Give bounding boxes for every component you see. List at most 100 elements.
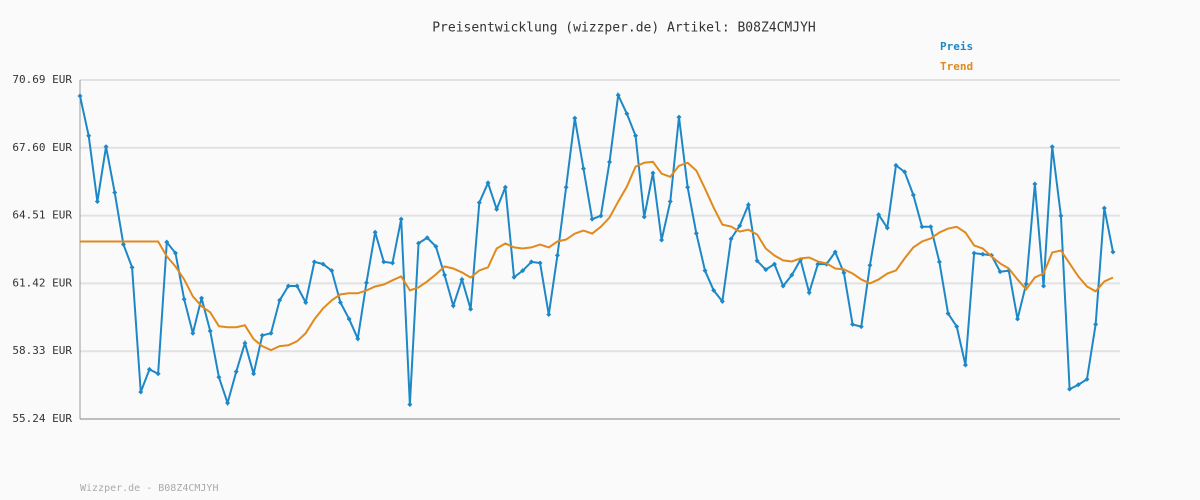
point-marker [181, 296, 187, 302]
point-marker [850, 321, 856, 327]
point-marker [320, 261, 326, 267]
point-marker [511, 274, 517, 280]
y-tick-label: 70.69 EUR [12, 73, 72, 86]
series-line [79, 91, 1114, 407]
point-marker [719, 298, 725, 304]
point-marker [277, 297, 283, 303]
point-marker [337, 299, 343, 305]
point-marker [285, 283, 291, 289]
point-marker [867, 262, 873, 268]
point-marker [893, 162, 899, 168]
point-marker [459, 276, 465, 282]
point-marker [233, 369, 239, 375]
point-marker [945, 310, 951, 316]
point-marker [172, 250, 178, 256]
point-marker [815, 261, 821, 267]
point-marker [407, 402, 413, 408]
point-marker [737, 223, 743, 229]
point-marker [910, 192, 916, 198]
point-marker [346, 316, 352, 322]
point-marker [902, 169, 908, 175]
point-marker [841, 270, 847, 276]
point-marker [381, 259, 387, 265]
point-marker [598, 213, 604, 219]
legend-label: Trend [940, 60, 973, 73]
series-line [80, 160, 1114, 352]
point-marker [554, 252, 560, 258]
point-marker [468, 306, 474, 312]
point-marker [997, 269, 1003, 275]
point-marker [962, 362, 968, 368]
point-marker [450, 303, 456, 309]
point-marker [164, 239, 170, 245]
point-marker [155, 371, 161, 377]
y-tick-label: 64.51 EUR [12, 209, 72, 222]
point-marker [355, 336, 361, 342]
point-marker [1023, 281, 1029, 287]
point-marker [251, 371, 257, 377]
point-marker [103, 144, 109, 150]
point-marker [789, 272, 795, 278]
point-marker [1075, 382, 1081, 388]
point-marker [199, 295, 205, 301]
point-marker [650, 170, 656, 176]
point-marker [1110, 249, 1116, 255]
point-marker [971, 250, 977, 256]
point-marker [528, 259, 534, 265]
point-marker [763, 267, 769, 273]
point-marker [416, 240, 422, 246]
point-marker [537, 260, 543, 266]
point-marker [563, 184, 569, 190]
point-marker [476, 200, 482, 206]
point-marker [138, 389, 144, 395]
point-marker [94, 199, 100, 205]
point-marker [676, 114, 682, 120]
point-marker [1041, 283, 1047, 289]
y-tick-label: 55.24 EUR [12, 412, 72, 425]
point-marker [1084, 376, 1090, 382]
point-marker [702, 268, 708, 274]
point-marker [780, 283, 786, 289]
point-marker [146, 366, 152, 372]
point-marker [1058, 213, 1064, 219]
point-marker [693, 230, 699, 236]
point-marker [607, 159, 613, 165]
point-marker [390, 260, 396, 266]
point-marker [259, 332, 265, 338]
point-marker [190, 330, 196, 336]
point-marker [641, 214, 647, 220]
point-marker [433, 244, 439, 250]
point-marker [936, 259, 942, 265]
point-marker [112, 190, 118, 196]
point-marker [1101, 205, 1107, 211]
point-marker [363, 280, 369, 286]
point-marker [633, 133, 639, 139]
y-tick-label: 61.42 EUR [12, 276, 72, 289]
point-marker [572, 115, 578, 121]
point-marker [1067, 386, 1073, 392]
point-marker [546, 312, 552, 318]
point-marker [580, 166, 586, 172]
point-marker [520, 268, 526, 274]
point-marker [1015, 316, 1021, 322]
point-marker [442, 272, 448, 278]
point-marker [207, 328, 213, 334]
point-marker [485, 180, 491, 186]
point-marker [858, 324, 864, 330]
point-marker [311, 259, 317, 265]
point-marker [129, 264, 135, 270]
point-marker [745, 202, 751, 208]
point-marker [1032, 181, 1038, 187]
point-marker [928, 224, 934, 230]
point-marker [884, 225, 890, 231]
y-tick-label: 67.60 EUR [12, 141, 72, 154]
point-marker [329, 268, 335, 274]
point-marker [1093, 321, 1099, 327]
point-marker [1049, 144, 1055, 150]
point-marker [754, 258, 760, 264]
point-marker [832, 249, 838, 255]
point-marker [728, 236, 734, 242]
point-marker [659, 237, 665, 243]
